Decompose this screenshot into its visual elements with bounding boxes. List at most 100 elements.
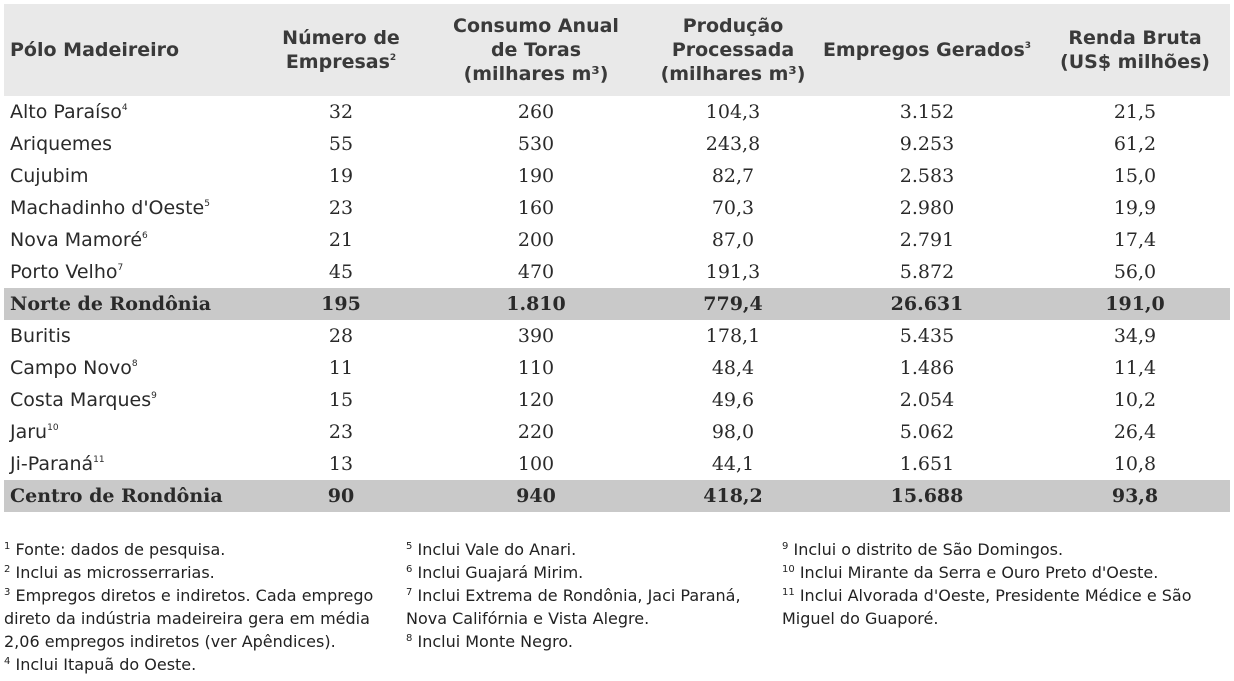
footnote-text: Inclui Itapuã do Oeste. xyxy=(15,655,197,674)
polo-name-cell: Norte de Rondônia xyxy=(4,288,262,320)
footnote-marker: 11 xyxy=(93,455,105,465)
polo-name: Nova Mamoré xyxy=(10,229,143,251)
polo-name-cell: Costa Marques9 xyxy=(4,384,262,416)
table-row: Alto Paraíso4 32 260 104,3 3.152 21,5 xyxy=(4,96,1230,128)
producao-processada-cell: 44,1 xyxy=(652,448,814,480)
footnote-number: 7 xyxy=(406,587,413,598)
empregos-gerados-cell: 2.054 xyxy=(814,384,1040,416)
header-line-text: Consumo Anual xyxy=(453,15,619,37)
table-row: Cujubim 19 190 82,7 2.583 15,0 xyxy=(4,160,1230,192)
footnote: 7 Inclui Extrema de Rondônia, Jaci Paran… xyxy=(406,584,781,630)
numero-empresas-cell: 45 xyxy=(262,256,420,288)
header-line: de Toras xyxy=(420,38,652,62)
consumo-anual-cell: 100 xyxy=(420,448,652,480)
timber-poles-table-container: Pólo Madeireiro Número de Empresas2 Consumo… xyxy=(4,4,1230,512)
header-line-text: Produção xyxy=(682,15,784,37)
polo-name: Alto Paraíso xyxy=(10,101,122,123)
header-line-text: (milhares m³) xyxy=(660,63,806,85)
table-row: Costa Marques9 15 120 49,6 2.054 10,2 xyxy=(4,384,1230,416)
footnote-number: 6 xyxy=(406,564,413,575)
renda-bruta-cell: 56,0 xyxy=(1040,256,1230,288)
header-consumo-anual: Consumo Anual de Toras (milhares m³) xyxy=(420,4,652,96)
producao-processada-cell: 98,0 xyxy=(652,416,814,448)
footnote-marker: 6 xyxy=(142,231,148,241)
footnote: 10 Inclui Mirante da Serra e Ouro Preto … xyxy=(782,561,1222,584)
polo-name-cell: Cujubim xyxy=(4,160,262,192)
empregos-gerados-cell: 26.631 xyxy=(814,288,1040,320)
timber-poles-table: Pólo Madeireiro Número de Empresas2 Consumo… xyxy=(4,4,1230,512)
renda-bruta-cell: 17,4 xyxy=(1040,224,1230,256)
footnote: 8 Inclui Monte Negro. xyxy=(406,630,781,653)
header-numero-empresas: Número de Empresas2 xyxy=(262,4,420,96)
renda-bruta-cell: 34,9 xyxy=(1040,320,1230,352)
numero-empresas-cell: 23 xyxy=(262,192,420,224)
polo-name: Porto Velho xyxy=(10,261,118,283)
polo-name: Norte de Rondônia xyxy=(10,293,212,315)
footnote-marker: 7 xyxy=(117,263,124,273)
numero-empresas-cell: 55 xyxy=(262,128,420,160)
table-row: Machadinho d'Oeste5 23 160 70,3 2.980 19,9 xyxy=(4,192,1230,224)
renda-bruta-cell: 10,8 xyxy=(1040,448,1230,480)
footnote-number: 5 xyxy=(406,541,413,552)
producao-processada-cell: 104,3 xyxy=(652,96,814,128)
header-line: Empregos Gerados3 xyxy=(814,38,1040,62)
polo-name-cell: Jaru10 xyxy=(4,416,262,448)
empregos-gerados-cell: 2.980 xyxy=(814,192,1040,224)
footnote-marker: 8 xyxy=(131,359,138,369)
table-row: Buritis 28 390 178,1 5.435 34,9 xyxy=(4,320,1230,352)
producao-processada-cell: 87,0 xyxy=(652,224,814,256)
header-line-text: (US$ milhões) xyxy=(1060,51,1210,73)
producao-processada-cell: 70,3 xyxy=(652,192,814,224)
header-line: Empresas2 xyxy=(262,50,420,74)
footnote: 9 Inclui o distrito de São Domingos. xyxy=(782,538,1222,561)
numero-empresas-cell: 32 xyxy=(262,96,420,128)
header-line-text: Processada xyxy=(671,39,795,61)
footnote-number: 8 xyxy=(406,633,413,644)
polo-name: Centro de Rondônia xyxy=(10,485,223,507)
footnote-text: Empregos diretos e indiretos. Cada empre… xyxy=(4,586,374,651)
producao-processada-cell: 243,8 xyxy=(652,128,814,160)
header-line: Processada xyxy=(652,38,814,62)
header-polo-madeireiro: Pólo Madeireiro xyxy=(4,4,262,96)
table-row: Ji-Paraná11 13 100 44,1 1.651 10,8 xyxy=(4,448,1230,480)
footnote-number: 10 xyxy=(782,564,795,575)
numero-empresas-cell: 11 xyxy=(262,352,420,384)
empregos-gerados-cell: 5.435 xyxy=(814,320,1040,352)
footnotes-column-1: 1 Fonte: dados de pesquisa. 2 Inclui as m… xyxy=(4,538,399,676)
header-line: Renda Bruta xyxy=(1040,26,1230,50)
header-footnote-marker: 3 xyxy=(1024,41,1032,51)
renda-bruta-cell: 11,4 xyxy=(1040,352,1230,384)
footnote: 3 Empregos diretos e indiretos. Cada emp… xyxy=(4,584,399,653)
empregos-gerados-cell: 9.253 xyxy=(814,128,1040,160)
footnote: 11 Inclui Alvorada d'Oeste, Presidente M… xyxy=(782,584,1222,630)
table-row: Jaru10 23 220 98,0 5.062 26,4 xyxy=(4,416,1230,448)
consumo-anual-cell: 200 xyxy=(420,224,652,256)
renda-bruta-cell: 61,2 xyxy=(1040,128,1230,160)
footnote-text: Inclui as microsserrarias. xyxy=(15,563,215,582)
footnote-number: 4 xyxy=(4,656,11,667)
consumo-anual-cell: 220 xyxy=(420,416,652,448)
footnote-text: Inclui Mirante da Serra e Ouro Preto d'O… xyxy=(799,563,1159,582)
header-line: (milhares m³) xyxy=(420,62,652,86)
polo-name: Ariquemes xyxy=(10,133,112,155)
consumo-anual-cell: 940 xyxy=(420,480,652,512)
consumo-anual-cell: 190 xyxy=(420,160,652,192)
header-line-text: Pólo Madeireiro xyxy=(10,39,180,61)
table-row: Campo Novo8 11 110 48,4 1.486 11,4 xyxy=(4,352,1230,384)
footnote-text: Inclui Monte Negro. xyxy=(417,632,573,651)
numero-empresas-cell: 28 xyxy=(262,320,420,352)
footnote: 4 Inclui Itapuã do Oeste. xyxy=(4,653,399,676)
empregos-gerados-cell: 5.872 xyxy=(814,256,1040,288)
footnote-text: Inclui Guajará Mirim. xyxy=(417,563,584,582)
producao-processada-cell: 49,6 xyxy=(652,384,814,416)
consumo-anual-cell: 160 xyxy=(420,192,652,224)
numero-empresas-cell: 19 xyxy=(262,160,420,192)
consumo-anual-cell: 260 xyxy=(420,96,652,128)
footnote-text: Inclui o distrito de São Domingos. xyxy=(793,540,1064,559)
consumo-anual-cell: 110 xyxy=(420,352,652,384)
empregos-gerados-cell: 3.152 xyxy=(814,96,1040,128)
footnote: 1 Fonte: dados de pesquisa. xyxy=(4,538,399,561)
empregos-gerados-cell: 15.688 xyxy=(814,480,1040,512)
renda-bruta-cell: 191,0 xyxy=(1040,288,1230,320)
producao-processada-cell: 779,4 xyxy=(652,288,814,320)
